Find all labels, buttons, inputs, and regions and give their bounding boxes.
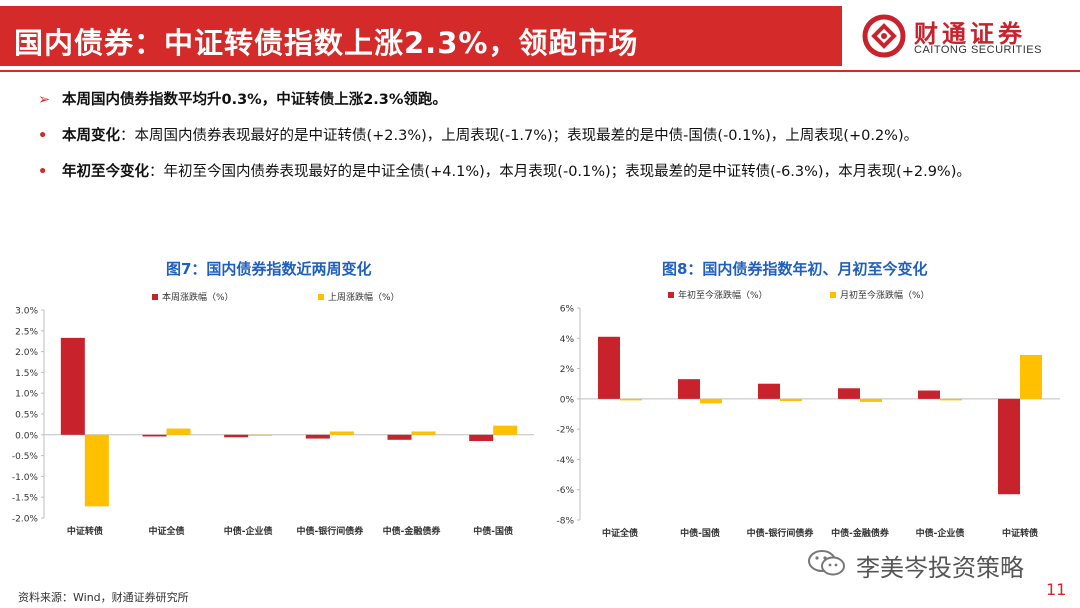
- bar-series1: [60, 337, 85, 435]
- bar-series2: [940, 398, 962, 401]
- watermark: 李美岑投资策略: [806, 546, 1056, 582]
- x-tick-label: 中证全债: [602, 527, 638, 539]
- watermark-text: 李美岑投资策略: [856, 554, 1024, 582]
- bar-series2: [1020, 354, 1042, 399]
- x-tick-label: 中债-国债: [473, 525, 513, 537]
- summary-text: 本周国内债券指数平均升0.3%，中证转债上涨2.3%领跑。: [62, 92, 447, 108]
- bar-series2: [248, 434, 273, 436]
- ytd-change-chart: 6% 4% 2% 0% -2% -4% -6% -8% 中证全债 中债-国债 中债-银行间债券 中债-…: [556, 289, 1060, 539]
- legend-label: 本周涨跌幅（%）: [162, 291, 234, 303]
- header-divider: [0, 70, 1080, 72]
- weekly-bullet: • 本周变化：本周国内债券表现最好的是中证转债(+2.3%)，上周表现(-1.7%…: [38, 124, 918, 145]
- title-bar: 国内债券：中证转债指数上涨2.3%，领跑市场: [0, 6, 842, 66]
- legend-swatch: [318, 294, 324, 300]
- y-tick-label: -2.0%: [12, 515, 39, 525]
- bar-series1: [598, 336, 620, 399]
- x-tick-label: 中证转债: [67, 525, 103, 537]
- summary-bullet: ➢ 本周国内债券指数平均升0.3%，中证转债上涨2.3%领跑。: [38, 88, 447, 109]
- x-tick-label: 中债-企业债: [916, 527, 965, 539]
- bar-series2: [780, 398, 802, 402]
- y-tick-label: -1.0%: [12, 473, 39, 483]
- x-tick-label: 中债-企业债: [224, 525, 273, 537]
- bar-series1: [305, 434, 330, 439]
- bar-series1: [998, 398, 1020, 495]
- page-number: 11: [1046, 580, 1067, 599]
- source-note: 资料来源：Wind，财通证券研究所: [18, 591, 189, 604]
- y-tick-label: 0%: [560, 395, 575, 405]
- bar-series1: [224, 434, 249, 438]
- x-tick-label: 中证全债: [148, 525, 184, 537]
- y-tick-label: 0.5%: [15, 411, 38, 421]
- bar-series2: [329, 431, 354, 435]
- y-tick-label: 2%: [560, 365, 575, 375]
- bar-series1: [678, 379, 700, 399]
- legend-swatch: [668, 292, 674, 298]
- y-tick-label: 3.0%: [15, 307, 38, 317]
- bar-series2: [860, 398, 882, 402]
- y-tick-label: 4%: [560, 335, 575, 345]
- company-logo: 财通证券 CAITONG SECURITIES: [856, 10, 1076, 62]
- bar-series2: [700, 398, 722, 404]
- wechat-icon: [808, 550, 845, 576]
- weekly-label: 本周变化: [62, 128, 120, 144]
- bar-series2: [166, 428, 191, 435]
- x-tick-label: 中债-银行间债券: [296, 525, 364, 537]
- bar-series2: [493, 425, 518, 435]
- legend-swatch: [830, 292, 836, 298]
- bar-series1: [758, 383, 780, 399]
- y-tick-label: -0.5%: [12, 452, 39, 462]
- x-tick-label: 中债-国债: [680, 527, 720, 539]
- y-tick-label: 6%: [560, 305, 575, 315]
- y-tick-label: 2.5%: [15, 327, 38, 337]
- legend-label: 上周涨跌幅（%）: [328, 291, 400, 303]
- weekly-change-chart: 3.0% 2.5% 2.0% 1.5% 1.0% 0.5% 0.0% -0.5% -1.0% -1…: [12, 291, 534, 537]
- bar-series2: [84, 434, 109, 507]
- x-tick-label: 中证转债: [1002, 527, 1038, 539]
- bar-series1: [142, 434, 167, 437]
- y-tick-label: -8%: [556, 517, 574, 527]
- y-tick-label: 1.0%: [15, 390, 38, 400]
- legend-swatch: [152, 294, 158, 300]
- chart-title-right: 图8：国内债券指数年初、月初至今变化: [662, 260, 928, 278]
- ytd-label: 年初至今变化: [62, 164, 149, 180]
- y-tick-label: 2.0%: [15, 348, 38, 358]
- dot-bullet-icon: •: [38, 164, 48, 180]
- page-title: 国内债券：中证转债指数上涨2.3%，领跑市场: [14, 26, 639, 60]
- logo-text-cn: 财通证券: [914, 20, 1026, 48]
- bar-series1: [838, 388, 860, 399]
- ytd-bullet: • 年初至今变化：年初至今国内债券表现最好的是中证全债(+4.1%)，本月表现(-…: [38, 160, 971, 181]
- dot-bullet-icon: •: [38, 128, 48, 144]
- y-tick-label: -4%: [556, 456, 574, 466]
- bar-series2: [620, 398, 642, 401]
- y-tick-label: -6%: [556, 486, 574, 496]
- chart-title-left: 图7：国内债券指数近两周变化: [166, 260, 372, 278]
- x-tick-label: 中债-金融债券: [831, 527, 890, 539]
- bar-series1: [469, 434, 494, 442]
- ytd-text: ：年初至今国内债券表现最好的是中证全债(+4.1%)，本月表现(-0.1%)；表…: [149, 164, 971, 180]
- x-tick-label: 中债-金融债券: [383, 525, 442, 537]
- legend-label: 月初至今涨跌幅（%）: [840, 289, 930, 301]
- y-tick-label: 1.5%: [15, 369, 38, 379]
- bar-series1: [387, 434, 412, 440]
- header: 国内债券：中证转债指数上涨2.3%，领跑市场 财通证券 CAITONG SECU…: [0, 0, 1080, 72]
- arrow-bullet-icon: ➢: [38, 92, 51, 108]
- y-tick-label: 0.0%: [15, 431, 38, 441]
- y-tick-label: -2%: [556, 426, 574, 436]
- weekly-text: ：本周国内债券表现最好的是中证转债(+2.3%)，上周表现(-1.7%)；表现最…: [120, 128, 919, 144]
- legend-label: 年初至今涨跌幅（%）: [678, 289, 768, 301]
- logo-text-en: CAITONG SECURITIES: [914, 44, 1042, 56]
- y-tick-label: -1.5%: [12, 494, 39, 504]
- x-tick-label: 中债-银行间债券: [747, 527, 815, 539]
- logo-mark-icon: [862, 14, 906, 58]
- bar-series2: [411, 431, 436, 435]
- bar-series1: [918, 390, 940, 399]
